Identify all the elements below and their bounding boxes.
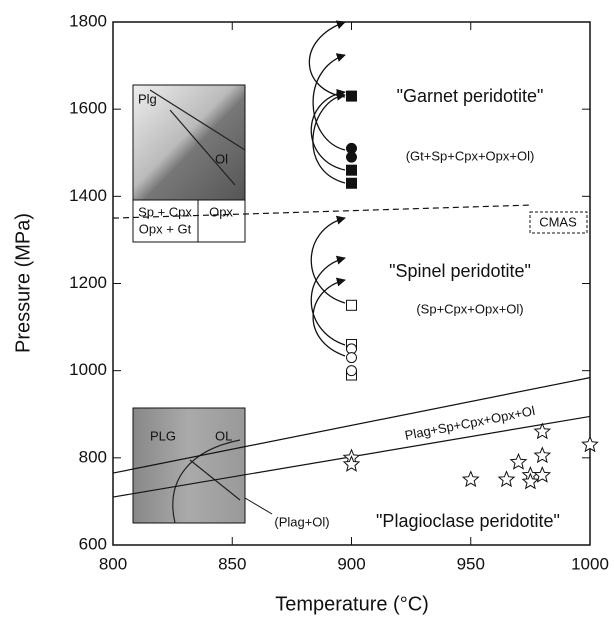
- point: [346, 299, 357, 311]
- y-tick-label: 1200: [69, 273, 107, 292]
- point: [346, 177, 357, 189]
- x-tick-label: 950: [457, 554, 485, 573]
- cmas-box: [529, 211, 588, 234]
- inset-top: Plg Ol Sp + Cpx Opx + Gt Opx: [132, 84, 246, 243]
- y-tick-label: 1000: [69, 360, 107, 379]
- point: [509, 452, 528, 470]
- point: [581, 435, 599, 453]
- annotation: "Spinel peridotite": [389, 261, 531, 281]
- point: [521, 472, 540, 490]
- point: [342, 455, 361, 472]
- x-tick-label: 1000: [571, 554, 609, 573]
- arrows: [308, 20, 346, 357]
- inset-label: Opx + Gt: [139, 221, 192, 236]
- inset-label: PLG: [150, 428, 176, 443]
- point: [346, 151, 357, 163]
- y-tick-label: 1400: [69, 186, 107, 205]
- point: [533, 465, 552, 483]
- point: [346, 164, 357, 176]
- x-tick-label: 800: [99, 554, 127, 573]
- boundary-line: [112, 377, 591, 474]
- point: [346, 352, 357, 364]
- x-tick-label: 900: [337, 554, 365, 573]
- y-axis-label: Pressure (MPa): [12, 213, 34, 353]
- point: [497, 470, 516, 488]
- annotation: (Plag+Ol): [274, 514, 329, 529]
- annotation: "Garnet peridotite": [397, 86, 544, 106]
- y-tick-label: 1600: [69, 99, 107, 118]
- inset-label: OL: [215, 428, 232, 443]
- point: [533, 446, 552, 464]
- y-tick-label: 800: [79, 447, 107, 466]
- point: [461, 470, 480, 488]
- annotation: (Sp+Cpx+Opx+Ol): [416, 301, 523, 316]
- y-tick-label: 600: [79, 534, 107, 553]
- y-tick-label: 1800: [69, 11, 107, 30]
- point: [533, 422, 552, 440]
- annotation: "Plagioclase peridotite": [376, 511, 560, 531]
- annotation: (Gt+Sp+Cpx+Opx+Ol): [406, 148, 535, 163]
- inset-label: Plg: [138, 91, 157, 106]
- inset-label: Ol: [215, 151, 228, 166]
- point: [346, 90, 357, 102]
- x-axis-label: Temperature (°C): [275, 593, 429, 615]
- annotation: CMAS: [539, 214, 577, 229]
- inset-label: Opx: [209, 204, 233, 219]
- x-tick-label: 850: [218, 554, 246, 573]
- point: [346, 365, 357, 377]
- leader-line: [244, 497, 273, 515]
